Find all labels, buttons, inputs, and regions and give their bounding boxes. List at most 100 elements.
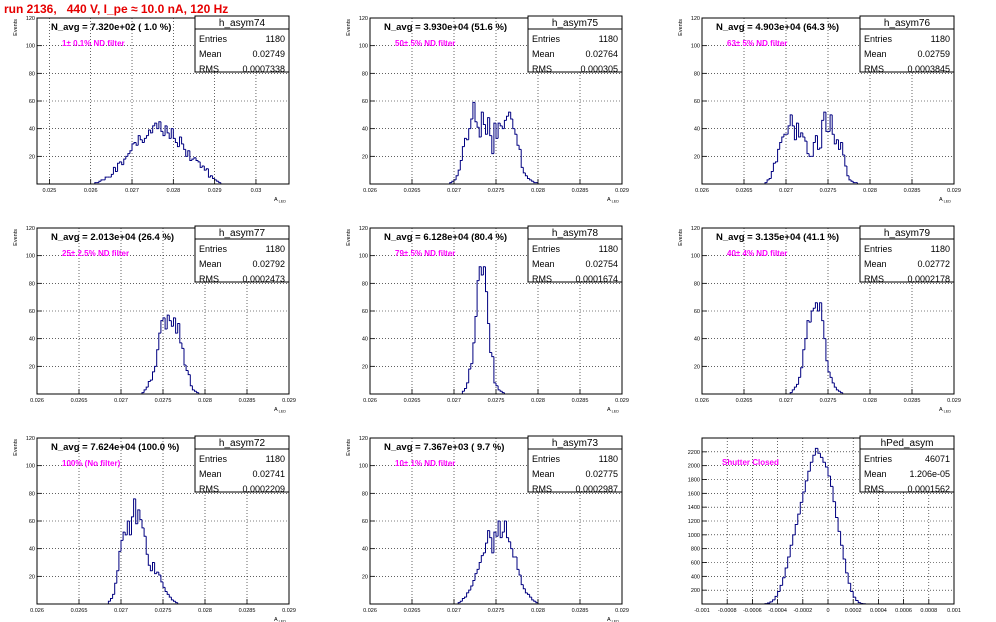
y-tick-label: 100 [359,44,368,50]
x-tick-label: 0.0265 [404,608,421,614]
x-tick-label: 0.026 [363,398,377,404]
histogram-bin [807,470,811,481]
x-tick-label: 0.0285 [572,398,589,404]
y-tick-label: 60 [362,99,368,105]
histogram-bin [141,519,145,529]
histogram-bin [207,168,211,178]
x-tick-label: 0.0285 [239,608,256,614]
histogram-bin [114,582,117,595]
y-tick-label: 120 [359,16,368,22]
histogram-bin [520,574,524,586]
stats-value: 0.0001562 [907,484,950,494]
stats-value: 0.0007338 [242,64,285,74]
histogram-bin [470,118,473,129]
histogram-bin [168,132,172,139]
x-axis-label: ALED [939,197,951,204]
y-tick-label: 800 [691,547,700,553]
histogram-panel: 0.026 0.0265 0.027 0.0275 0.028 0.0285 0.029 20… [13,435,296,622]
histogram-bin [489,323,492,353]
y-tick-label: 1000 [688,533,700,539]
histogram-bin [782,577,786,586]
stats-histogram-name: h_asym73 [552,438,599,449]
histogram-bin [779,584,783,592]
histogram-bin [835,387,839,391]
histogram-bin [107,600,111,604]
y-tick-label: 20 [362,154,368,160]
y-axis-label: Events [346,439,352,456]
histogram-bin [183,143,186,150]
histogram-bin [162,131,166,137]
stats-label: Mean [532,49,555,59]
x-tick-label: 0.029 [947,188,961,194]
stats-value: 0.02759 [917,49,950,59]
histogram-bin [141,139,145,143]
histogram-bin [451,180,454,183]
histogram-bin [189,150,192,161]
y-tick-label: 60 [29,519,35,525]
histogram-bin [809,461,813,472]
histogram-bin [529,594,532,598]
stats-label: Entries [532,454,561,464]
histogram-bin [787,125,791,135]
histogram-bin [802,349,805,368]
histogram-bin [176,142,180,148]
histogram-bin [119,161,122,164]
histogram-bin [501,531,505,538]
histogram-bin [482,112,486,126]
y-axis-label: Events [346,229,352,246]
y-tick-label: 100 [691,254,700,260]
x-tick-label: 0.0275 [820,398,837,404]
stats-label: RMS [864,274,884,284]
histogram-bin [189,374,193,387]
panel-title: N_avg = 2.013e+04 (26.4 %) [51,232,174,243]
y-tick-label: 20 [29,154,35,160]
x-tick-label: 0.0002 [845,608,862,614]
histogram-bin [166,591,170,595]
histogram-bin [819,453,823,458]
histogram-bin [798,376,801,385]
histogram-bin [793,125,797,141]
y-tick-label: 600 [691,561,700,567]
histogram-bin [850,179,854,182]
histogram-bin [461,390,465,394]
y-tick-label: 200 [691,588,700,594]
histogram-bin [520,149,524,168]
x-tick-label: 0.026 [363,188,377,194]
y-axis-label: Events [13,19,19,36]
stats-value: 1180 [931,34,950,44]
histogram-bin [152,562,155,571]
histogram-bin [129,150,133,154]
y-tick-label: 2200 [688,450,700,456]
histogram-bin [792,534,796,546]
histogram-bin [844,154,847,167]
histogram-bin [104,176,108,180]
histogram-bin [478,562,482,570]
histogram-bin [131,516,134,535]
stats-label: RMS [199,484,219,494]
histogram-bin [166,125,170,134]
histogram-bin [516,556,520,570]
histogram-bin [510,541,513,550]
stats-box [194,435,290,493]
histogram-bin [474,573,478,581]
histogram-bin [789,544,793,557]
histogram-bin [491,352,494,358]
histogram-bin [842,142,845,156]
histogram-bin [793,386,797,390]
histogram-bin [514,128,517,135]
histogram-bin [817,302,820,312]
histogram-bin [787,556,791,569]
histogram-bin [194,389,197,392]
histogram-bin [464,596,467,599]
x-axis-label: ALED [274,617,286,622]
histogram-bin [116,570,119,584]
x-tick-label: 0.029 [282,398,296,404]
histogram-bin [149,565,153,572]
histogram-bin [491,537,494,554]
histogram-bin [154,122,157,126]
x-tick-label: -0.0002 [793,608,812,614]
histogram-bin [191,158,194,161]
histogram-bin [126,520,130,535]
x-tick-label: 0.029 [615,188,629,194]
histogram-bin [133,142,137,144]
